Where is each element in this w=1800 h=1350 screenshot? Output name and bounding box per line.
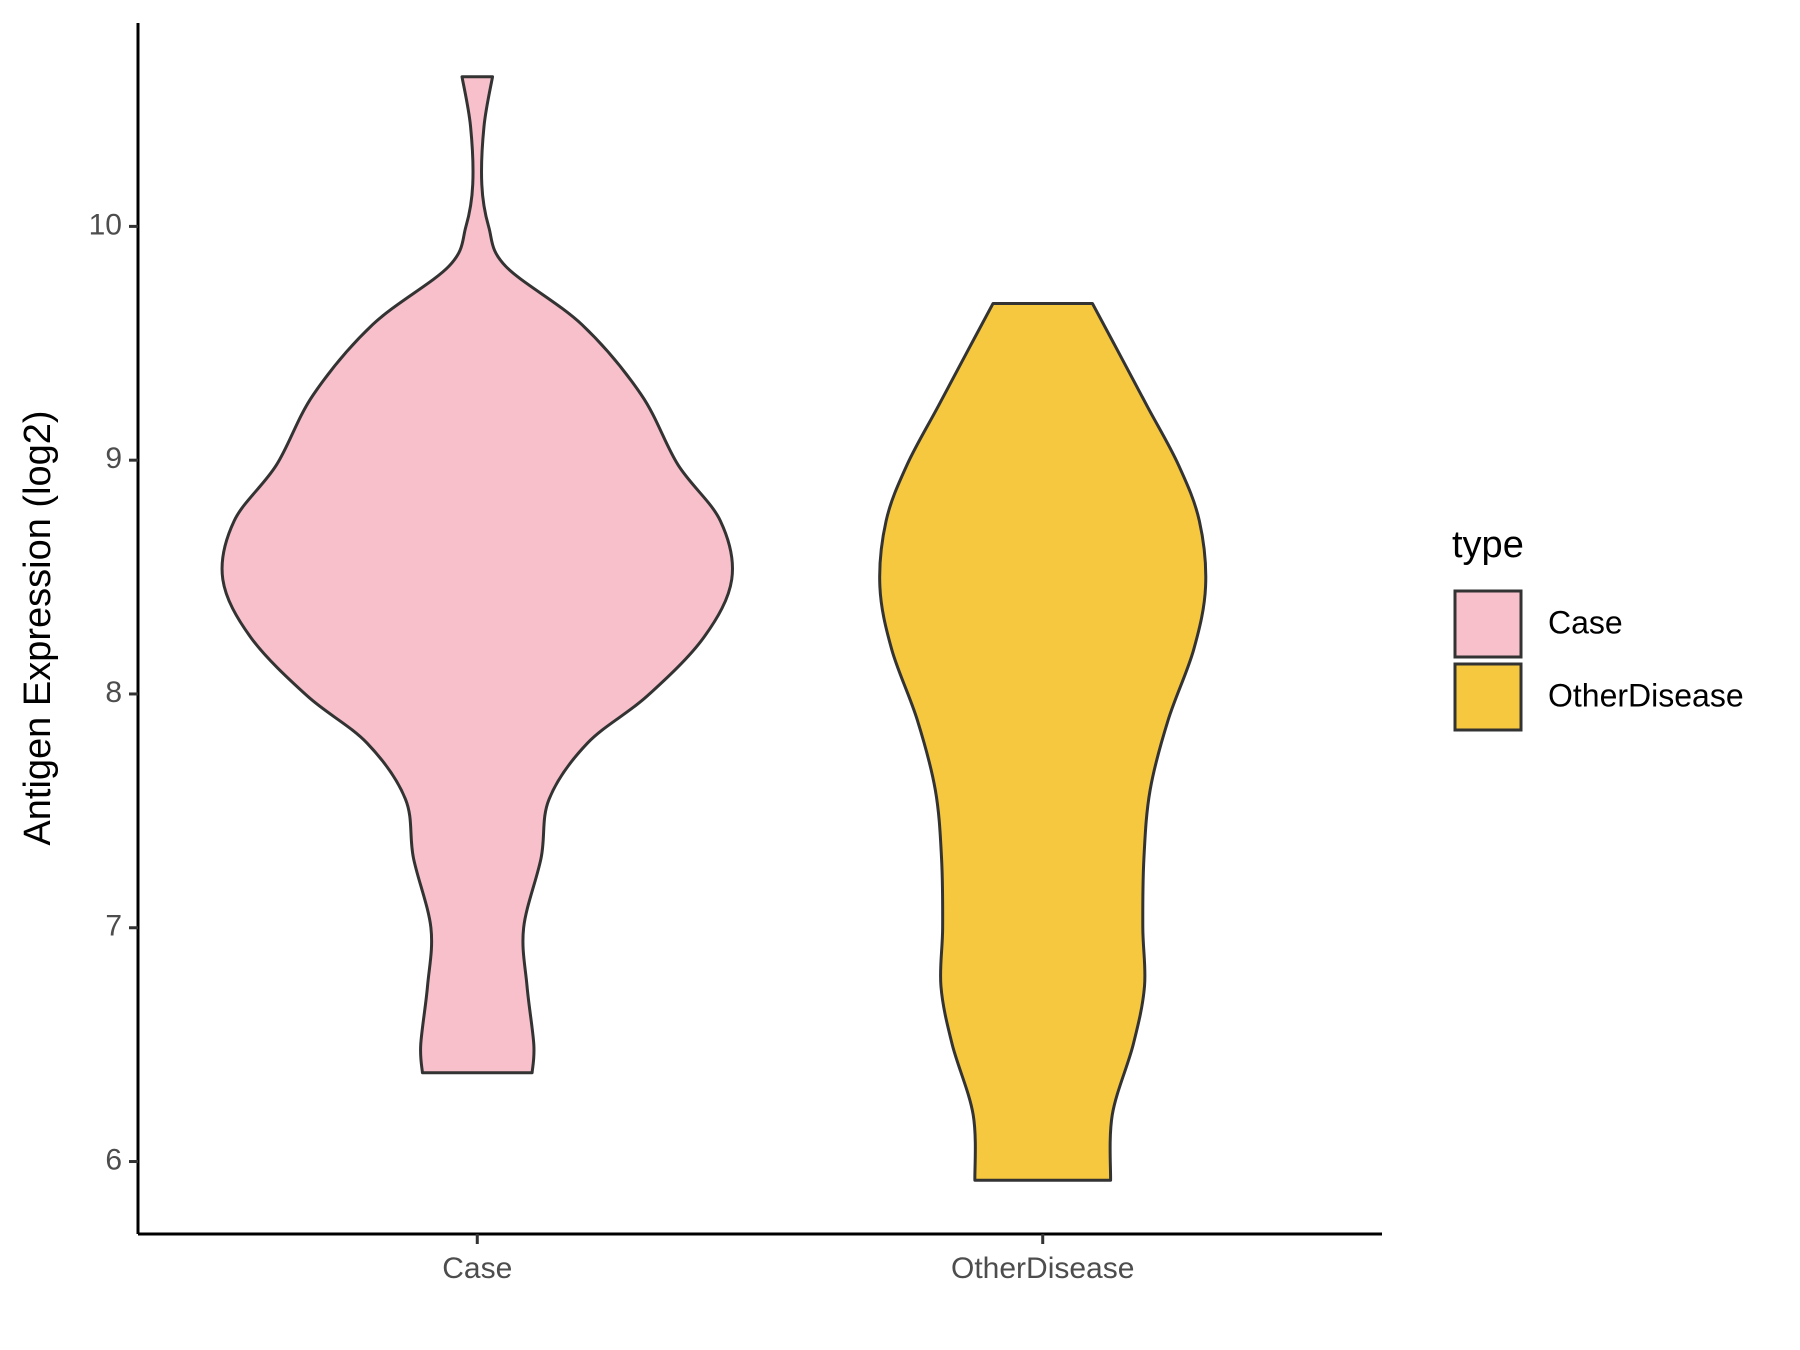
- x-tick-label: OtherDisease: [951, 1252, 1134, 1285]
- y-axis-title: Antigen Expression (log2): [17, 410, 59, 845]
- y-tick-label: 10: [89, 208, 122, 241]
- legend-key: [1453, 662, 1523, 732]
- y-tick-label: 6: [105, 1143, 122, 1176]
- y-tick-label: 9: [105, 442, 122, 475]
- violin: [220, 75, 734, 1075]
- violin: [878, 302, 1208, 1182]
- legend-title: type: [1452, 524, 1524, 566]
- x-tick-label: Case: [442, 1252, 512, 1285]
- y-tick-label: 7: [105, 910, 122, 943]
- y-tick-label: 8: [105, 676, 122, 709]
- legend-label: Case: [1548, 604, 1623, 640]
- legend-label: OtherDisease: [1548, 677, 1744, 713]
- legend-key: [1453, 589, 1523, 659]
